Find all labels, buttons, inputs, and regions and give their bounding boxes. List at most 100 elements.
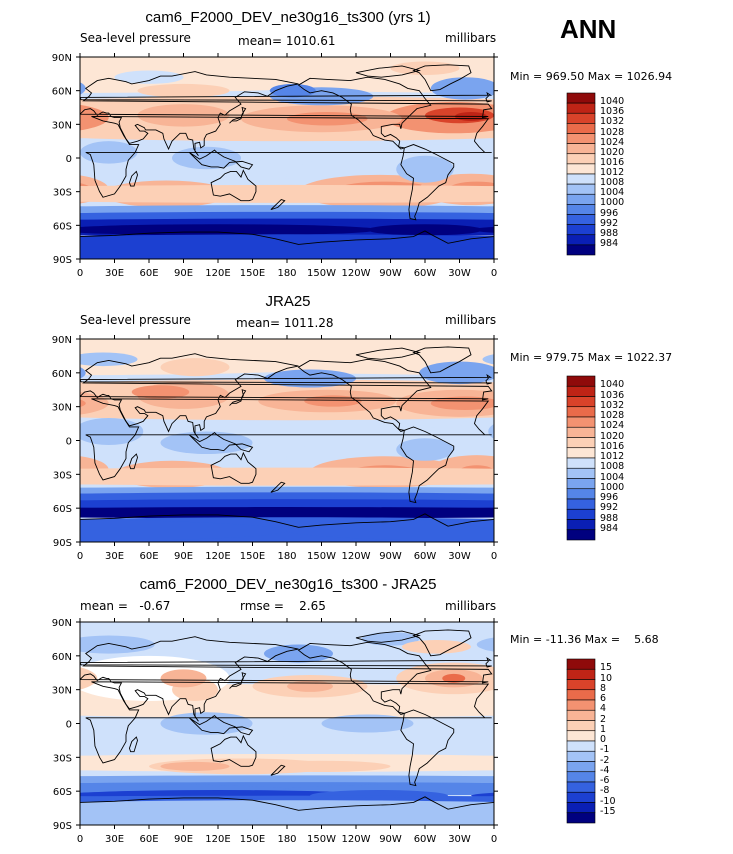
panel-title-1: cam6_F2000_DEV_ne30g16_ts300 (yrs 1) [145, 9, 431, 26]
season-label: ANN [560, 14, 617, 44]
minmax-label-2: Min = 979.75 Max = 1022.37 [510, 351, 673, 364]
colorbar-label: 1032 [600, 116, 625, 128]
coastline-greenland [412, 629, 472, 657]
panel-right-label-3: millibars [445, 599, 497, 613]
coastline-namerica [297, 76, 432, 150]
x-tick-label: 120E [205, 834, 230, 845]
colorbar-label: 1008 [600, 177, 625, 189]
x-tick-label: 150E [240, 551, 265, 562]
colorbar-label: 1028 [600, 410, 625, 421]
map-panel-3 [80, 622, 494, 825]
contour-fill-8 [287, 111, 368, 126]
contour-fill-25 [160, 358, 230, 377]
coastline-antarctica [80, 796, 494, 825]
coastline-australia [210, 734, 257, 767]
colorbar-label: 1016 [600, 440, 625, 452]
x-tick-label: 0 [491, 834, 497, 845]
x-tick-label: 30W [448, 268, 471, 279]
colorbar-box [566, 204, 596, 215]
colorbar-label: 1032 [600, 399, 625, 411]
colorbar-label: -15 [600, 805, 616, 817]
colorbar-label: 1004 [600, 187, 625, 199]
contour-fill-wrap [471, 226, 494, 233]
panel-center-label-3: rmse = 2.65 [240, 599, 326, 613]
colorbar-box [566, 457, 596, 469]
y-tick-label: 60N [52, 369, 72, 380]
colorbar-label: 1024 [600, 136, 625, 148]
y-tick-label: 90N [52, 53, 72, 64]
x-tick-label: 60E [139, 834, 158, 845]
panel-center-label-2: mean= 1011.28 [236, 316, 334, 330]
colorbar-2 [566, 375, 596, 541]
y-tick-label: 30S [53, 753, 72, 764]
y-tick-label: 0 [66, 437, 72, 448]
x-tick-label: 0 [491, 551, 497, 562]
minmax-label-1: Min = 969.50 Max = 1026.94 [510, 70, 673, 83]
coastline-africa [85, 398, 492, 481]
contour-fill-30 [390, 61, 460, 75]
x-tick-label: 60E [139, 551, 158, 562]
contour-fill-13 [160, 761, 230, 771]
colorbar-label: -10 [600, 795, 616, 807]
colorbar-label: 996 [600, 492, 619, 503]
colorbar-label: -6 [600, 775, 610, 786]
x-tick-label: 60E [139, 268, 158, 279]
colorbar-box [566, 519, 596, 531]
colorbar-label: 1040 [600, 379, 625, 391]
y-tick-label: 30S [53, 470, 72, 481]
coastline-samerica [400, 144, 455, 221]
coastline-arctic [355, 630, 422, 643]
colorbar-label: 1020 [600, 146, 625, 158]
coastline-namerica [297, 641, 432, 715]
contour-fill-wrap [488, 424, 494, 439]
contour-fill-wrap [80, 758, 92, 768]
colorbar-box [566, 498, 596, 510]
panel-title-3: cam6_F2000_DEV_ne30g16_ts300 - JRA25 [139, 576, 437, 593]
colorbar-box [566, 658, 596, 670]
contour-fill-21 [367, 224, 483, 236]
y-tick-label: 90S [53, 538, 72, 549]
colorbar-box [566, 740, 596, 752]
colorbar-label: 2 [600, 713, 607, 725]
coastline-madagascar [128, 736, 138, 753]
coastline-eurasia [80, 636, 493, 722]
contour-fill-23 [264, 644, 333, 663]
x-tick-label: 90E [174, 834, 193, 845]
x-tick-label: 90E [174, 268, 193, 279]
y-tick-label: 90N [52, 618, 72, 629]
x-tick-label: 30E [105, 268, 124, 279]
contour-fill-7 [304, 395, 362, 407]
coastline-antarctica [80, 230, 494, 259]
y-tick-label: 90S [53, 821, 72, 832]
colorbar-box [566, 406, 596, 418]
contour-fill-23 [419, 361, 494, 385]
colorbar-box [566, 447, 596, 459]
contour-fill-28 [396, 438, 454, 461]
coastline-japan [229, 389, 247, 406]
colorbar-box [566, 153, 596, 165]
colorbar-label: -4 [600, 764, 610, 776]
contour-fill-wrap [80, 391, 109, 415]
map-panel-2 [80, 339, 494, 542]
panel-right-label-1: millibars [445, 31, 497, 45]
colorbar-label: 984 [600, 237, 619, 249]
contour-fill-20 [80, 224, 379, 236]
contour-fill-wrap [80, 186, 287, 202]
y-tick-label: 60S [53, 787, 72, 798]
colorbar-label: 8 [600, 682, 607, 694]
contour-fill-wrap [287, 468, 494, 485]
panel-center-label-1: mean= 1010.61 [238, 34, 336, 48]
colorbar-label: -2 [600, 754, 610, 766]
x-tick-label: 150W [307, 268, 336, 279]
colorbar-box [566, 802, 596, 814]
y-tick-label: 30N [52, 686, 72, 697]
colorbar-box [566, 508, 596, 520]
y-tick-label: 60N [52, 87, 72, 98]
contour-fill-wrap [80, 507, 287, 518]
contour-fill-wrap [287, 802, 494, 825]
x-tick-label: 150W [307, 551, 336, 562]
x-tick-label: 90W [379, 551, 402, 562]
minmax-label-3: Min = -11.36 Max = 5.68 [510, 633, 659, 646]
colorbar-box [566, 123, 596, 134]
contour-fill-29 [396, 155, 454, 183]
